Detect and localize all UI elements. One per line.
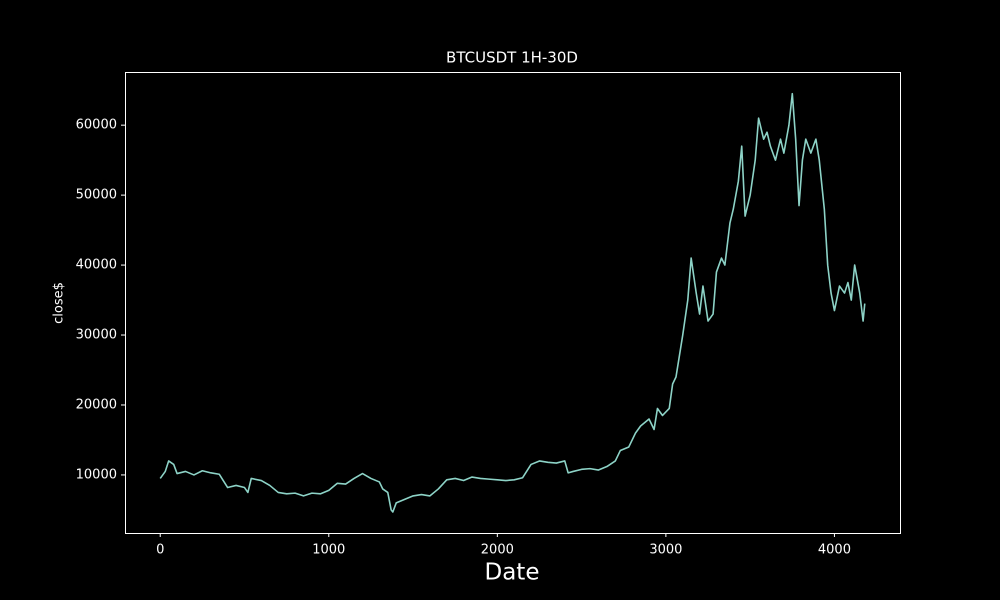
chart-title: BTCUSDT 1H-30D xyxy=(446,49,578,67)
x-tick-label: 4000 xyxy=(818,543,851,558)
x-tick-label: 3000 xyxy=(649,543,682,558)
y-tick-label: 60000 xyxy=(76,118,117,133)
x-tick-label: 1000 xyxy=(312,543,345,558)
x-tick-label: 2000 xyxy=(481,543,514,558)
y-tick-label: 50000 xyxy=(76,188,117,203)
y-tick-label: 20000 xyxy=(76,397,117,412)
y-tick-label: 40000 xyxy=(76,258,117,273)
y-axis-label: close$ xyxy=(52,282,67,324)
y-tick-label: 10000 xyxy=(76,467,117,482)
plot-area xyxy=(125,72,901,534)
x-axis-label: Date xyxy=(485,560,540,586)
x-tick-label: 0 xyxy=(156,543,164,558)
y-tick-label: 30000 xyxy=(76,328,117,343)
price-line xyxy=(159,92,866,513)
